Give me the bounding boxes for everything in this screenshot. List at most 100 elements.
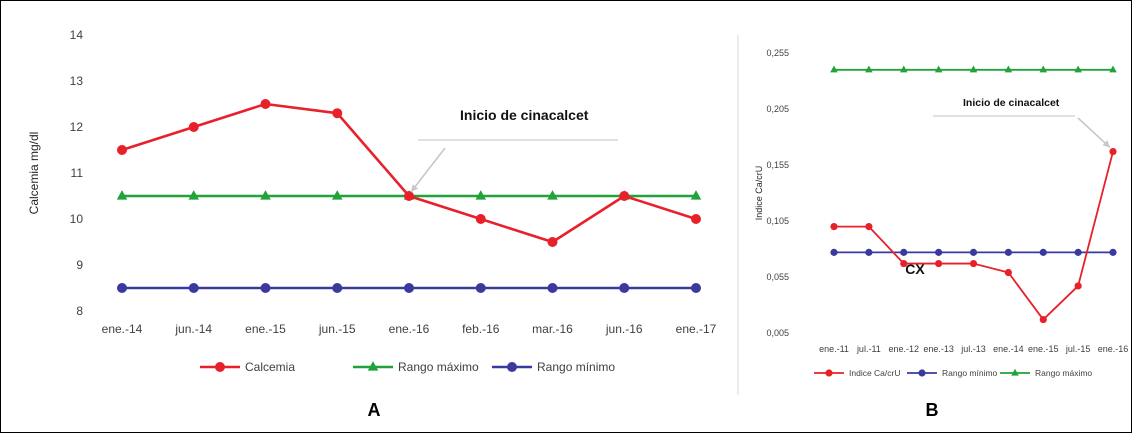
- series-1-point: [1074, 248, 1082, 256]
- series-0-point: [969, 259, 978, 268]
- series-0-point: [1004, 268, 1012, 277]
- series-0-point: [547, 237, 558, 247]
- y-tick-label: 14: [70, 28, 84, 42]
- y-tick-label: 8: [76, 304, 83, 318]
- series-2-point: [547, 283, 558, 293]
- legend-swatch-marker: [918, 369, 926, 377]
- series-0-point: [865, 223, 873, 231]
- y-tick-label: 0,005: [766, 328, 789, 338]
- series-2-point: [865, 65, 873, 73]
- y-tick-label: 9: [76, 258, 83, 272]
- annotation-arrowhead: [411, 184, 419, 192]
- series-2-point: [260, 283, 271, 293]
- series-1-point: [935, 248, 943, 256]
- legend-label: Rango máximo: [398, 360, 479, 374]
- series-2-point: [934, 65, 943, 73]
- legend-label: Rango mínimo: [537, 360, 615, 374]
- x-tick-label: ene.-14: [993, 344, 1024, 354]
- legend-label: Calcemia: [245, 360, 295, 374]
- series-2-point: [969, 65, 978, 73]
- x-tick-label: jun.-14: [174, 322, 212, 336]
- series-2-point: [1039, 65, 1048, 73]
- chart-a: 8 9 10 11 12 13 14 Calcemia mg/dl ene.-14 jun.-14…: [27, 28, 717, 420]
- series-1-point: [188, 190, 199, 200]
- series-2-point: [1074, 65, 1082, 73]
- series-2-point: [475, 283, 486, 293]
- x-tick-label: ene.-16: [1098, 344, 1129, 354]
- series-2-point: [188, 283, 199, 293]
- series-2-point: [1109, 65, 1117, 73]
- series-2-point: [691, 283, 701, 293]
- series-2-point: [899, 65, 908, 73]
- series-0-point: [619, 191, 630, 201]
- annotation-arrow: [410, 147, 446, 193]
- x-tick-label: ene.-11: [819, 344, 849, 354]
- annotation-text: Inicio de cinacalcet: [963, 97, 1060, 109]
- y-tick-label: 0,105: [766, 216, 789, 226]
- legend-label: Indice Ca/crU: [849, 368, 901, 378]
- series-0-point: [188, 122, 199, 132]
- series-1-point: [1004, 248, 1012, 256]
- x-tick-label: jun.-15: [318, 322, 356, 336]
- annotation-text: Inicio de cinacalcet: [460, 107, 589, 123]
- x-tick-label: ene.-13: [923, 344, 954, 354]
- series-0-point: [1039, 315, 1047, 324]
- series-0-point: [475, 214, 486, 224]
- x-tick-label: mar.-16: [532, 322, 573, 336]
- y-tick-label: 12: [70, 120, 84, 134]
- y-tick-label: 11: [71, 166, 84, 180]
- series-0-point: [1074, 282, 1082, 290]
- series-2-point: [619, 283, 630, 293]
- x-tick-label: jul.-15: [1065, 344, 1091, 354]
- legend-label: Rango máximo: [1035, 368, 1092, 378]
- series-1-point: [260, 190, 271, 200]
- series-1-point: [830, 248, 838, 256]
- legend-swatch-marker: [215, 362, 225, 372]
- series-1-point: [332, 190, 343, 200]
- series-1-point: [969, 248, 978, 256]
- x-tick-label: jun.-16: [605, 322, 643, 336]
- x-tick-label: ene.-12: [888, 344, 919, 354]
- series-0-point: [900, 259, 908, 268]
- series-line-0: [834, 151, 1114, 321]
- x-tick-label: feb.-16: [462, 322, 500, 336]
- x-tick-label: ene.-14: [102, 322, 143, 336]
- series-line-0: [121, 102, 697, 244]
- series-0-point: [691, 214, 701, 224]
- legend-swatch-marker: [825, 369, 833, 377]
- y-tick-label: 0,055: [766, 272, 789, 282]
- series-1-point: [690, 190, 702, 200]
- series-0-point: [1109, 147, 1117, 156]
- x-tick-label: ene.-15: [1028, 344, 1059, 354]
- legend-swatch-marker: [1011, 368, 1019, 376]
- series-2-point: [830, 65, 838, 73]
- series-1-point: [1039, 248, 1047, 256]
- series-1-point: [865, 248, 873, 256]
- x-tick-label: ene.-17: [676, 322, 717, 336]
- series-1-point: [1109, 248, 1117, 256]
- y-tick-label: 13: [70, 74, 84, 88]
- legend-swatch-marker: [367, 361, 379, 371]
- series-2-point: [117, 283, 127, 293]
- series-0-point: [404, 191, 414, 201]
- x-tick-label: ene.-16: [389, 322, 430, 336]
- series-1-point: [547, 190, 558, 200]
- series-0-point: [332, 108, 343, 119]
- series-2-point: [1004, 65, 1013, 73]
- panel-label: B: [926, 400, 939, 420]
- y-tick-label: 0,205: [766, 104, 789, 114]
- x-tick-label: ene.-15: [245, 322, 286, 336]
- series-1-point: [900, 248, 908, 256]
- series-2-point: [404, 283, 414, 293]
- series-0-point: [260, 99, 271, 109]
- series-1-point: [475, 190, 486, 200]
- series-0-point: [117, 145, 127, 155]
- series-1-point: [116, 190, 128, 200]
- legend-label: Rango mínimo: [942, 368, 998, 378]
- y-tick-label: 0,155: [766, 160, 789, 170]
- series-0-point: [935, 259, 943, 268]
- panel-label: A: [368, 400, 381, 420]
- legend-swatch-marker: [507, 362, 517, 372]
